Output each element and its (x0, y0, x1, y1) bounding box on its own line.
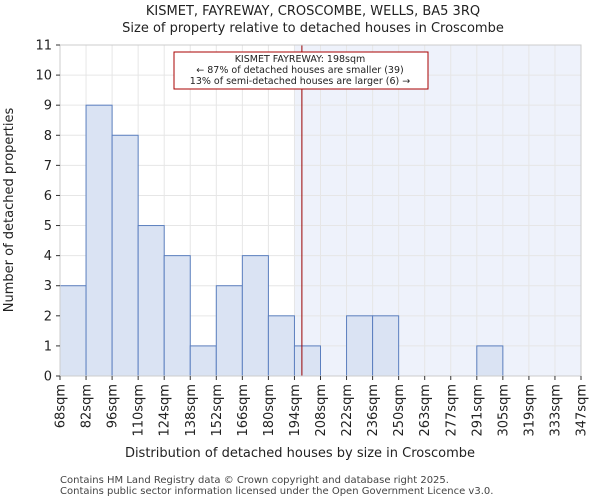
footer-line-2: Contains public sector information licen… (60, 486, 493, 497)
y-tick-label: 1 (44, 339, 52, 354)
y-axis-label: Number of detached properties (2, 108, 17, 313)
bar (137, 225, 165, 377)
annotation-line-2: ← 87% of detached houses are smaller (39… (196, 65, 403, 76)
bar (189, 345, 217, 377)
bar (111, 134, 139, 377)
bar (372, 315, 400, 377)
x-tick-label: 305sqm (496, 384, 511, 437)
x-tick-label: 347sqm (575, 384, 590, 437)
x-tick-label: 138sqm (184, 384, 199, 437)
y-tick-label: 0 (44, 370, 52, 385)
x-tick-label: 208sqm (314, 384, 329, 437)
annotation-line-3: 13% of semi-detached houses are larger (… (190, 76, 410, 87)
footer-line-1: Contains HM Land Registry data © Crown c… (60, 475, 449, 486)
x-tick-label: 333sqm (548, 384, 563, 437)
x-tick-label: 236sqm (366, 384, 381, 437)
x-tick-label: 166sqm (236, 384, 251, 437)
x-tick-label: 180sqm (262, 384, 277, 437)
y-tick-label: 8 (44, 129, 52, 144)
bars (59, 104, 504, 377)
x-tick-label: 110sqm (132, 384, 147, 437)
annotation-line-1: KISMET FAYREWAY: 198sqm (235, 54, 366, 65)
x-axis-label: Distribution of detached houses by size … (125, 446, 475, 461)
x-tick-label: 96sqm (106, 384, 121, 428)
y-tick-label: 11 (35, 39, 52, 54)
x-tick-label: 194sqm (288, 384, 303, 437)
bar (59, 285, 87, 377)
bar (241, 255, 269, 377)
bar (85, 104, 113, 377)
annotation-box: KISMET FAYREWAY: 198sqm ← 87% of detache… (173, 51, 429, 90)
annotation-border (173, 51, 429, 90)
bar (346, 315, 374, 377)
x-tick-label: 263sqm (418, 384, 433, 437)
y-tick-label: 10 (35, 69, 52, 84)
y-tick-label: 7 (44, 159, 52, 174)
x-ticks: 68sqm 82sqm 96sqm 110sqm 124sqm 138sqm 152sqm 1… (54, 376, 590, 437)
y-tick-label: 6 (44, 189, 52, 204)
x-tick-label: 319sqm (522, 384, 537, 437)
bar (267, 315, 295, 377)
x-tick-label: 222sqm (340, 384, 355, 437)
chart-subtitle: Size of property relative to detached ho… (122, 21, 504, 36)
y-tick-label: 9 (44, 99, 52, 114)
chart-title: KISMET, FAYREWAY, CROSCOMBE, WELLS, BA5 … (146, 4, 480, 19)
y-tick-label: 3 (44, 279, 52, 294)
x-tick-label: 68sqm (54, 384, 69, 428)
bar (476, 345, 504, 377)
y-tick-label: 4 (44, 249, 52, 264)
y-tick-label: 2 (44, 309, 52, 324)
bar (163, 255, 191, 377)
highlight-region (294, 45, 581, 376)
y-tick-label: 5 (44, 219, 52, 234)
x-tick-label: 250sqm (392, 384, 407, 437)
x-tick-label: 124sqm (158, 384, 173, 437)
y-ticks: 0 1 2 3 4 5 6 7 8 9 10 11 (35, 39, 60, 385)
bar (215, 285, 243, 377)
x-tick-label: 291sqm (470, 384, 485, 437)
x-tick-label: 277sqm (444, 384, 459, 437)
x-tick-label: 82sqm (80, 384, 95, 428)
x-tick-label: 152sqm (210, 384, 225, 437)
bar (293, 345, 322, 377)
